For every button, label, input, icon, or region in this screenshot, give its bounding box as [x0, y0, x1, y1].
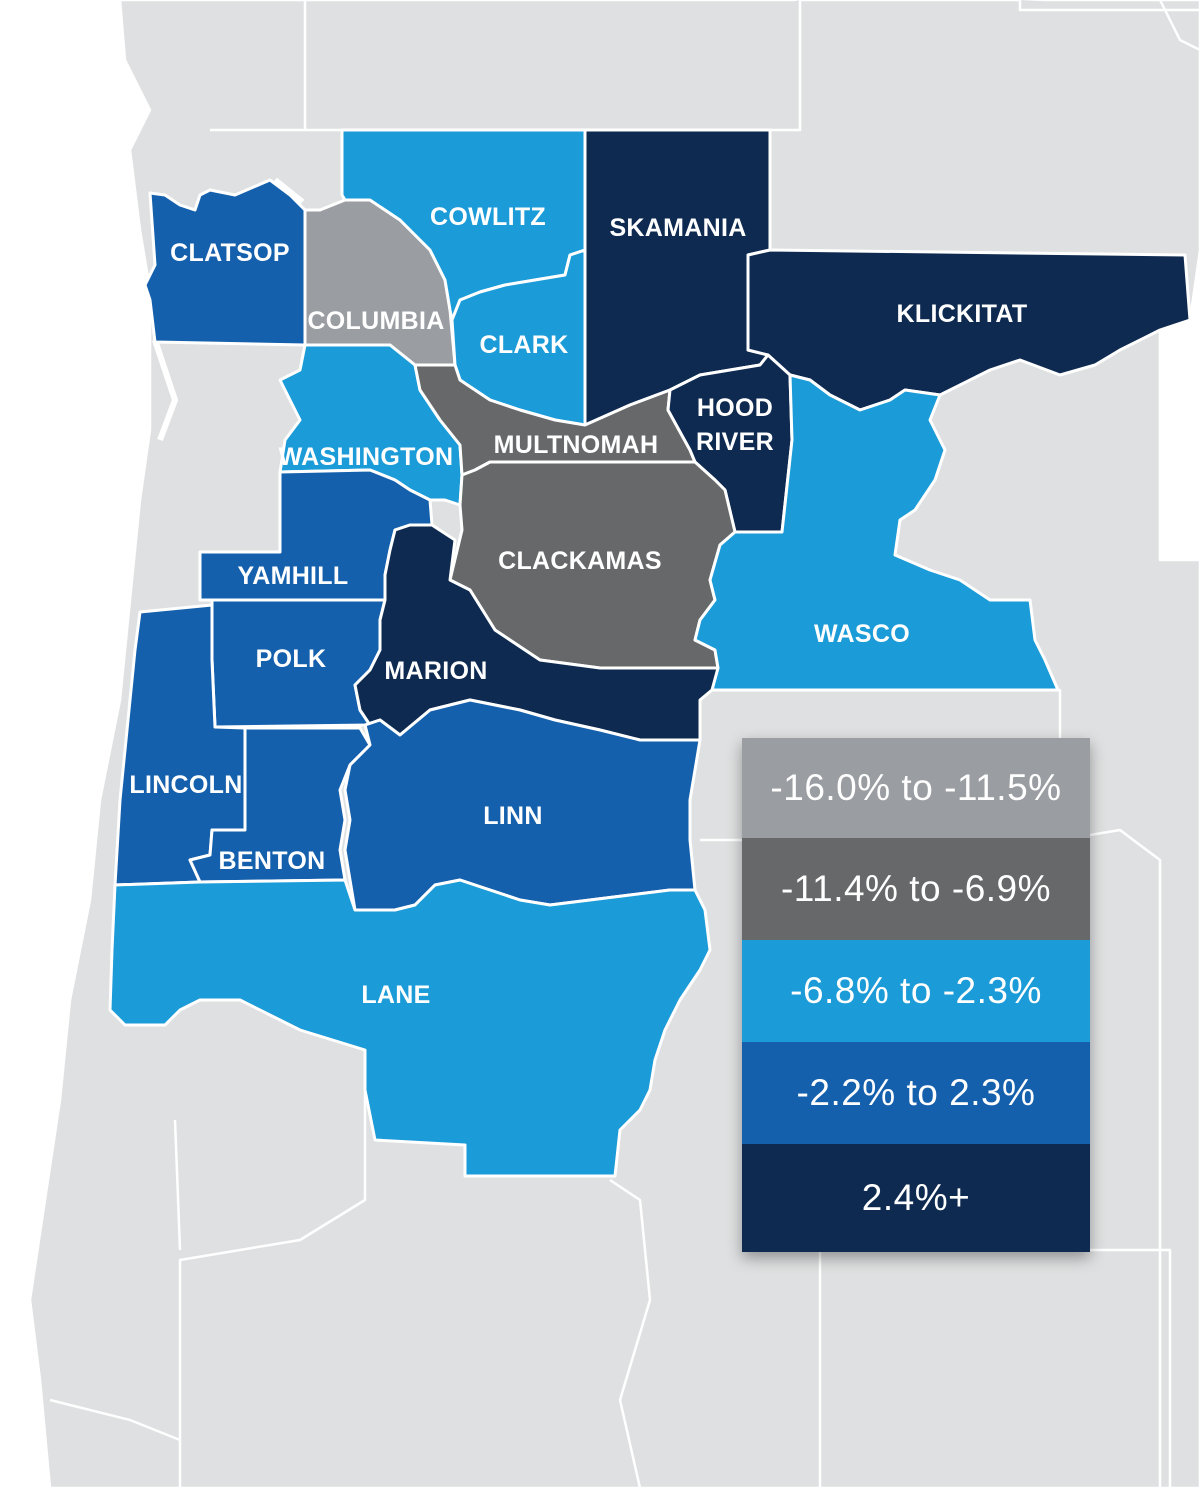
label-lincoln: LINCOLN	[129, 771, 242, 799]
label-cowlitz: COWLITZ	[430, 203, 546, 231]
legend-label: -16.0% to -11.5%	[770, 767, 1062, 808]
legend-label: 2.4%+	[861, 1177, 971, 1218]
label-hood-river-line1: HOOD	[697, 394, 773, 422]
label-linn: LINN	[483, 802, 543, 830]
legend-item: -16.0% to -11.5%	[742, 738, 1090, 838]
label-benton: BENTON	[219, 847, 326, 875]
label-polk: POLK	[256, 645, 327, 673]
label-klickitat: KLICKITAT	[897, 300, 1028, 328]
legend-label: -11.4% to -6.9%	[780, 868, 1052, 909]
legend-label: -6.8% to -2.3%	[790, 970, 1042, 1011]
label-multnomah: MULTNOMAH	[494, 431, 659, 459]
legend-item: -11.4% to -6.9%	[742, 838, 1090, 940]
label-marion: MARION	[384, 657, 487, 685]
legend-item: -6.8% to -2.3%	[742, 940, 1090, 1042]
legend-label: -2.2% to 2.3%	[796, 1072, 1036, 1113]
label-clackamas: CLACKAMAS	[498, 547, 662, 575]
label-lane: LANE	[361, 981, 430, 1009]
county-labels: CLATSOP COLUMBIA COWLITZ CLARK SKAMANIA …	[129, 203, 1027, 1009]
label-wasco: WASCO	[814, 620, 910, 648]
label-yamhill: YAMHILL	[238, 562, 349, 590]
label-washington: WASHINGTON	[279, 443, 454, 471]
legend-item: 2.4%+	[742, 1144, 1090, 1252]
label-clark: CLARK	[480, 331, 569, 359]
legend: -16.0% to -11.5% -11.4% to -6.9% -6.8% t…	[742, 738, 1090, 1252]
label-skamania: SKAMANIA	[609, 214, 746, 242]
label-hood-river-line2: RIVER	[696, 428, 774, 456]
label-clatsop: CLATSOP	[170, 239, 290, 267]
county-clatsop[interactable]	[143, 178, 307, 347]
legend-item: -2.2% to 2.3%	[742, 1042, 1090, 1144]
counties	[108, 128, 1192, 1178]
county-wasco[interactable]	[693, 373, 1060, 692]
county-lane[interactable]	[108, 878, 712, 1178]
label-columbia: COLUMBIA	[307, 307, 444, 335]
